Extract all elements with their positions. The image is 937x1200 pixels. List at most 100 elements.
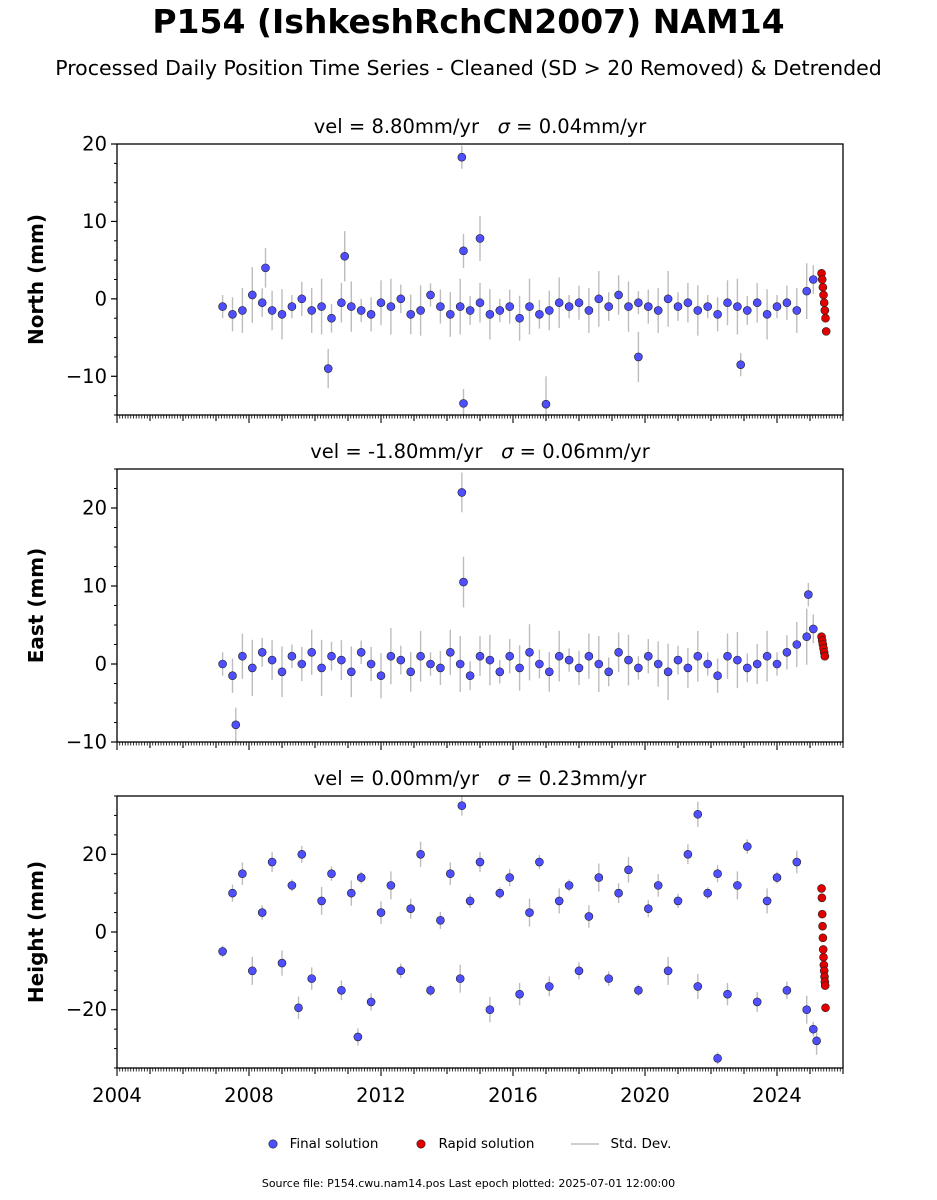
north-final-point [257, 298, 267, 308]
east-final-point [713, 671, 722, 681]
north-rapid-point [819, 290, 828, 300]
legend-marker-final [268, 1139, 278, 1149]
north-final-point [485, 310, 495, 319]
north-y-axis-label: North (mm) [24, 214, 48, 345]
height-rapid-point [818, 921, 827, 931]
height-final-point [624, 865, 633, 875]
east-final-point [584, 651, 594, 661]
north-final-point [808, 275, 818, 284]
x-tick-label: 2004 [92, 1084, 142, 1107]
height-final-point [297, 849, 307, 859]
east-axes-frame [116, 468, 844, 743]
east-final-point [574, 663, 584, 673]
north-final-point [337, 298, 346, 308]
east-final-point [723, 651, 732, 661]
legend-item-final: Final solution [266, 1136, 379, 1152]
east-final-point [436, 663, 445, 673]
height-final-point [495, 888, 505, 898]
east-final-point [762, 651, 772, 661]
height-rapid-point [817, 909, 827, 919]
east-final-point [782, 647, 792, 657]
east-final-point [406, 667, 416, 677]
height-final-point [485, 1005, 495, 1015]
north-final-point [762, 310, 772, 319]
height-final-point [475, 857, 485, 867]
height-final-point [228, 888, 237, 898]
east-final-point [544, 667, 554, 677]
height-rapid-point [817, 893, 827, 903]
height-rapid-point [821, 1003, 830, 1013]
height-final-point [406, 904, 416, 913]
north-final-point [327, 313, 336, 323]
height-final-point [356, 873, 366, 882]
east-final-point [218, 659, 227, 669]
east-y-tick-label: 20 [82, 497, 107, 520]
east-rapid-point [820, 651, 830, 661]
height-final-point [802, 1005, 812, 1015]
height-final-point [396, 966, 406, 976]
chart-subtitle: Processed Daily Position Time Series - C… [55, 56, 882, 80]
east-final-point [346, 667, 356, 677]
height-axes-frame [116, 795, 844, 1069]
height-final-point [634, 985, 643, 995]
height-final-point [673, 896, 683, 906]
north-final-point [287, 302, 297, 311]
east-final-point [317, 663, 326, 673]
east-final-point [554, 651, 564, 661]
north-final-point [634, 298, 643, 308]
north-axes-frame [116, 143, 844, 416]
east-final-point [624, 655, 633, 665]
height-rapid-point [818, 945, 828, 954]
height-final-point [723, 989, 732, 999]
east-y-tick-label: 10 [82, 575, 107, 598]
height-final-point [792, 857, 802, 867]
height-final-point [544, 982, 554, 991]
source-line: Source file: P154.cwu.nam14.pos Last epo… [261, 1177, 676, 1190]
north-final-point [505, 302, 515, 311]
east-final-point [475, 651, 485, 661]
east-final-point [277, 667, 287, 677]
height-final-point [294, 1003, 303, 1013]
height-final-point [703, 888, 713, 898]
east-final-point [426, 659, 435, 669]
north-rapid-point [821, 327, 831, 336]
north-final-point [416, 306, 425, 315]
east-final-point [485, 655, 495, 665]
north-final-point [495, 306, 505, 315]
east-final-point [772, 659, 782, 669]
east-y-axis-label: East (mm) [24, 548, 48, 664]
east-final-point [267, 655, 277, 665]
east-final-point [802, 632, 812, 642]
east-final-point [455, 659, 465, 669]
x-tick-label: 2012 [356, 1084, 406, 1107]
height-final-point [808, 1024, 818, 1034]
height-final-point [455, 974, 465, 983]
north-final-point [307, 306, 317, 315]
height-y-tick-label: −20 [66, 998, 107, 1021]
legend-label-final: Final solution [289, 1136, 379, 1152]
north-final-point [683, 298, 693, 308]
north-final-point [653, 306, 663, 315]
height-final-point [257, 908, 267, 917]
north-final-point [475, 234, 485, 243]
north-final-point [406, 310, 416, 319]
height-final-point [525, 908, 534, 917]
east-final-point [257, 647, 267, 657]
height-final-point [772, 873, 782, 882]
height-final-point [812, 1036, 821, 1046]
north-final-point [356, 306, 366, 315]
north-final-point [624, 302, 633, 311]
east-final-point [445, 647, 455, 657]
height-y-tick-label: 20 [82, 843, 107, 866]
north-final-point [535, 310, 544, 319]
north-final-point [723, 298, 732, 308]
height-final-point [515, 989, 524, 999]
north-y-tick-label: 0 [95, 287, 107, 310]
north-final-point [396, 294, 406, 304]
legend-item-std: Std. Dev. [570, 1136, 671, 1152]
north-y-tick-label: 10 [82, 210, 107, 233]
north-rapid-point [820, 306, 830, 315]
east-final-point [683, 663, 693, 673]
legend: Final solution Rapid solution Std. Dev. [0, 1136, 937, 1152]
north-final-point [752, 298, 762, 308]
